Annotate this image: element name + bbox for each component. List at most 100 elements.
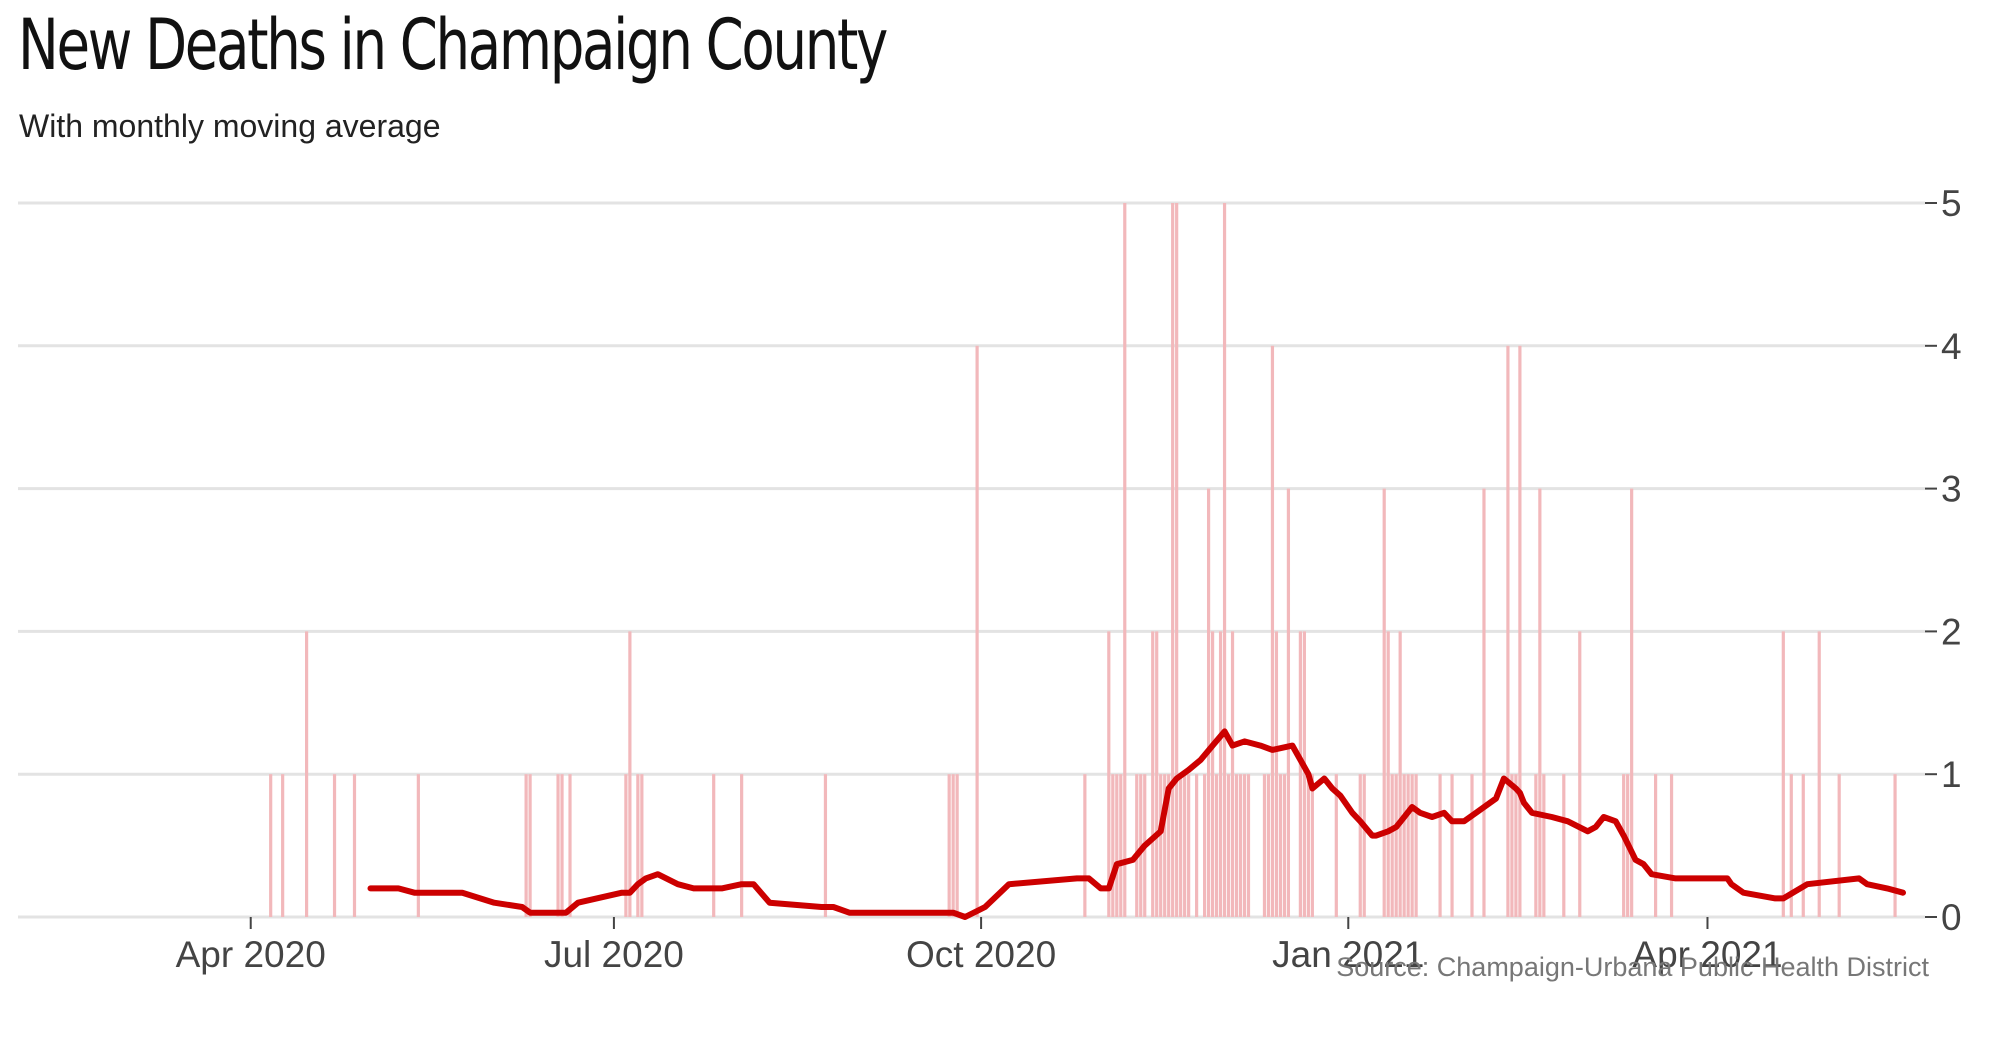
death-bar [1578, 631, 1582, 917]
death-bar [1630, 488, 1634, 917]
death-bar [951, 774, 955, 917]
death-bar [1167, 774, 1171, 917]
death-bar [1115, 774, 1119, 917]
death-bar [1562, 774, 1566, 917]
death-bar [1210, 631, 1215, 917]
death-bar [1135, 774, 1139, 917]
death-bar [1175, 203, 1179, 917]
death-bar [1310, 774, 1314, 917]
x-axis: Apr 2020 Jul 2020 Oct 2020 Jan 2021 Apr 2021 [176, 917, 1783, 975]
chart-subtitle: With monthly moving average [19, 108, 441, 144]
y-tick-label: 0 [1941, 897, 1962, 938]
death-bar [1410, 774, 1414, 917]
death-bar [416, 774, 420, 917]
x-tick-label: Oct 2020 [906, 934, 1056, 975]
y-tick-label: 5 [1941, 183, 1962, 224]
death-bar [1183, 774, 1187, 917]
death-bar [1470, 774, 1474, 917]
death-bar [1781, 631, 1785, 917]
y-tick-label: 3 [1941, 469, 1962, 510]
moving-average-polyline [367, 728, 1906, 920]
chart-title: New Deaths in Champaign County [18, 4, 888, 86]
y-tick-label: 2 [1941, 611, 1962, 652]
death-bar [1362, 774, 1366, 917]
x-tick-label: Apr 2021 [1632, 934, 1782, 975]
death-bar [1278, 774, 1283, 917]
x-tick-label: Jan 2021 [1272, 934, 1424, 975]
death-bar [823, 774, 828, 917]
death-bar [1266, 774, 1271, 917]
death-bar [305, 631, 309, 917]
death-bar [1107, 631, 1111, 917]
source-note: Source: Champaign-Urbana Public Health D… [1336, 952, 1929, 982]
death-bar [1203, 774, 1207, 917]
death-bar [1542, 774, 1546, 917]
death-bar [1171, 203, 1175, 917]
death-bar [528, 774, 532, 917]
death-bar [1334, 774, 1338, 917]
death-bar [1195, 774, 1199, 917]
death-bar [1238, 774, 1243, 917]
death-bar [740, 774, 744, 917]
death-bar [1518, 345, 1522, 917]
y-tick-label: 1 [1941, 754, 1962, 795]
y-tick-label: 4 [1941, 326, 1962, 367]
death-bar [947, 774, 951, 917]
death-bar [1302, 631, 1306, 917]
x-tick-label: Apr 2020 [176, 934, 326, 975]
death-bar [1514, 774, 1518, 917]
death-bar [1450, 774, 1454, 917]
gridlines [18, 201, 1925, 919]
death-bar [640, 774, 644, 917]
death-bar [1382, 488, 1386, 917]
death-bar [1538, 488, 1542, 917]
death-bar [1534, 774, 1538, 917]
death-bar [1394, 774, 1398, 917]
death-bar [1083, 774, 1087, 917]
death-bar [1286, 488, 1291, 917]
death-bar [1386, 631, 1390, 917]
death-bar [712, 774, 716, 917]
death-bar [1218, 631, 1223, 917]
death-bar [568, 774, 572, 917]
death-bar [1837, 774, 1841, 917]
death-bar [1669, 774, 1674, 917]
death-bar [1622, 774, 1626, 917]
death-bar [1801, 774, 1805, 917]
death-bar [1262, 774, 1267, 917]
death-bar [1111, 774, 1115, 917]
death-bar [1151, 631, 1155, 917]
death-bar [1123, 203, 1127, 917]
death-bar [1155, 631, 1159, 917]
death-bar [1222, 203, 1227, 917]
death-bar [1246, 774, 1251, 917]
death-bar [1187, 774, 1191, 917]
death-bar [1653, 774, 1658, 917]
death-bar [1402, 774, 1406, 917]
death-bar [1390, 774, 1394, 917]
death-bar [1226, 774, 1231, 917]
death-bar [1234, 774, 1239, 917]
death-bar [1438, 774, 1442, 917]
death-bar [1242, 774, 1247, 917]
death-bar [352, 774, 357, 917]
death-bar [636, 774, 640, 917]
death-bar [624, 774, 628, 917]
death-bar [628, 631, 632, 917]
death-bar [1282, 774, 1287, 917]
death-bar [955, 774, 959, 917]
death-bar [524, 774, 528, 917]
death-bar [1398, 631, 1402, 917]
death-bar [1414, 774, 1418, 917]
death-bar [332, 774, 337, 917]
death-bar [1159, 774, 1163, 917]
death-bar [1817, 631, 1821, 917]
death-bar [1274, 631, 1279, 917]
death-bar [1406, 774, 1410, 917]
moving-average-line [367, 728, 1906, 920]
death-bar [1270, 345, 1275, 917]
death-bar [1206, 488, 1211, 917]
death-bar [1506, 345, 1510, 917]
death-bar [1510, 774, 1514, 917]
